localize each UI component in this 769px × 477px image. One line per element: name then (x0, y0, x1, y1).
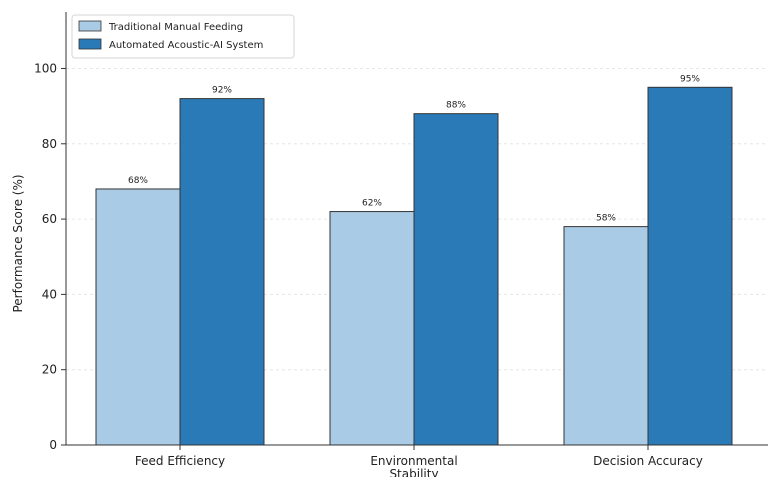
bar-automated (647, 86, 733, 446)
legend: Traditional Manual Feeding Automated Acou… (71, 14, 295, 59)
data-label: 58% (596, 214, 616, 224)
data-labels: 68% 92% 62% 88% 58% 95% (128, 74, 700, 223)
y-tick-label: 60 (42, 212, 57, 226)
data-label: 95% (680, 74, 700, 84)
data-label: 68% (128, 176, 148, 186)
axes (65, 12, 768, 446)
y-tick-label: 0 (49, 438, 57, 452)
y-tick-label: 40 (42, 287, 57, 301)
bar-automated (179, 98, 265, 446)
y-tick-label: 20 (42, 363, 57, 377)
x-ticks: Feed Efficiency Environmental Stability Dec… (135, 445, 703, 477)
data-label: 62% (362, 199, 382, 209)
bar-automated (413, 113, 499, 446)
legend-label: Traditional Manual Feeding (108, 22, 243, 33)
y-ticks: 0 20 40 60 80 100 (34, 61, 66, 452)
bar-traditional (329, 211, 415, 446)
x-tick-label: Feed Efficiency (135, 454, 225, 468)
y-axis-label: Performance Score (%) (11, 174, 25, 312)
legend-box (71, 14, 295, 59)
data-label: 88% (446, 101, 466, 111)
legend-swatch (78, 20, 102, 32)
legend-swatch (78, 38, 102, 50)
x-tick-label: Decision Accuracy (593, 454, 703, 468)
y-tick-label: 80 (42, 137, 57, 151)
x-tick-label: Environmental Stability (370, 454, 457, 477)
data-label: 92% (212, 86, 232, 96)
y-tick-label: 100 (34, 61, 57, 75)
bar-traditional (95, 188, 181, 446)
legend-label: Automated Acoustic-AI System (109, 40, 263, 51)
bars (95, 86, 733, 446)
bar-traditional (563, 226, 649, 446)
